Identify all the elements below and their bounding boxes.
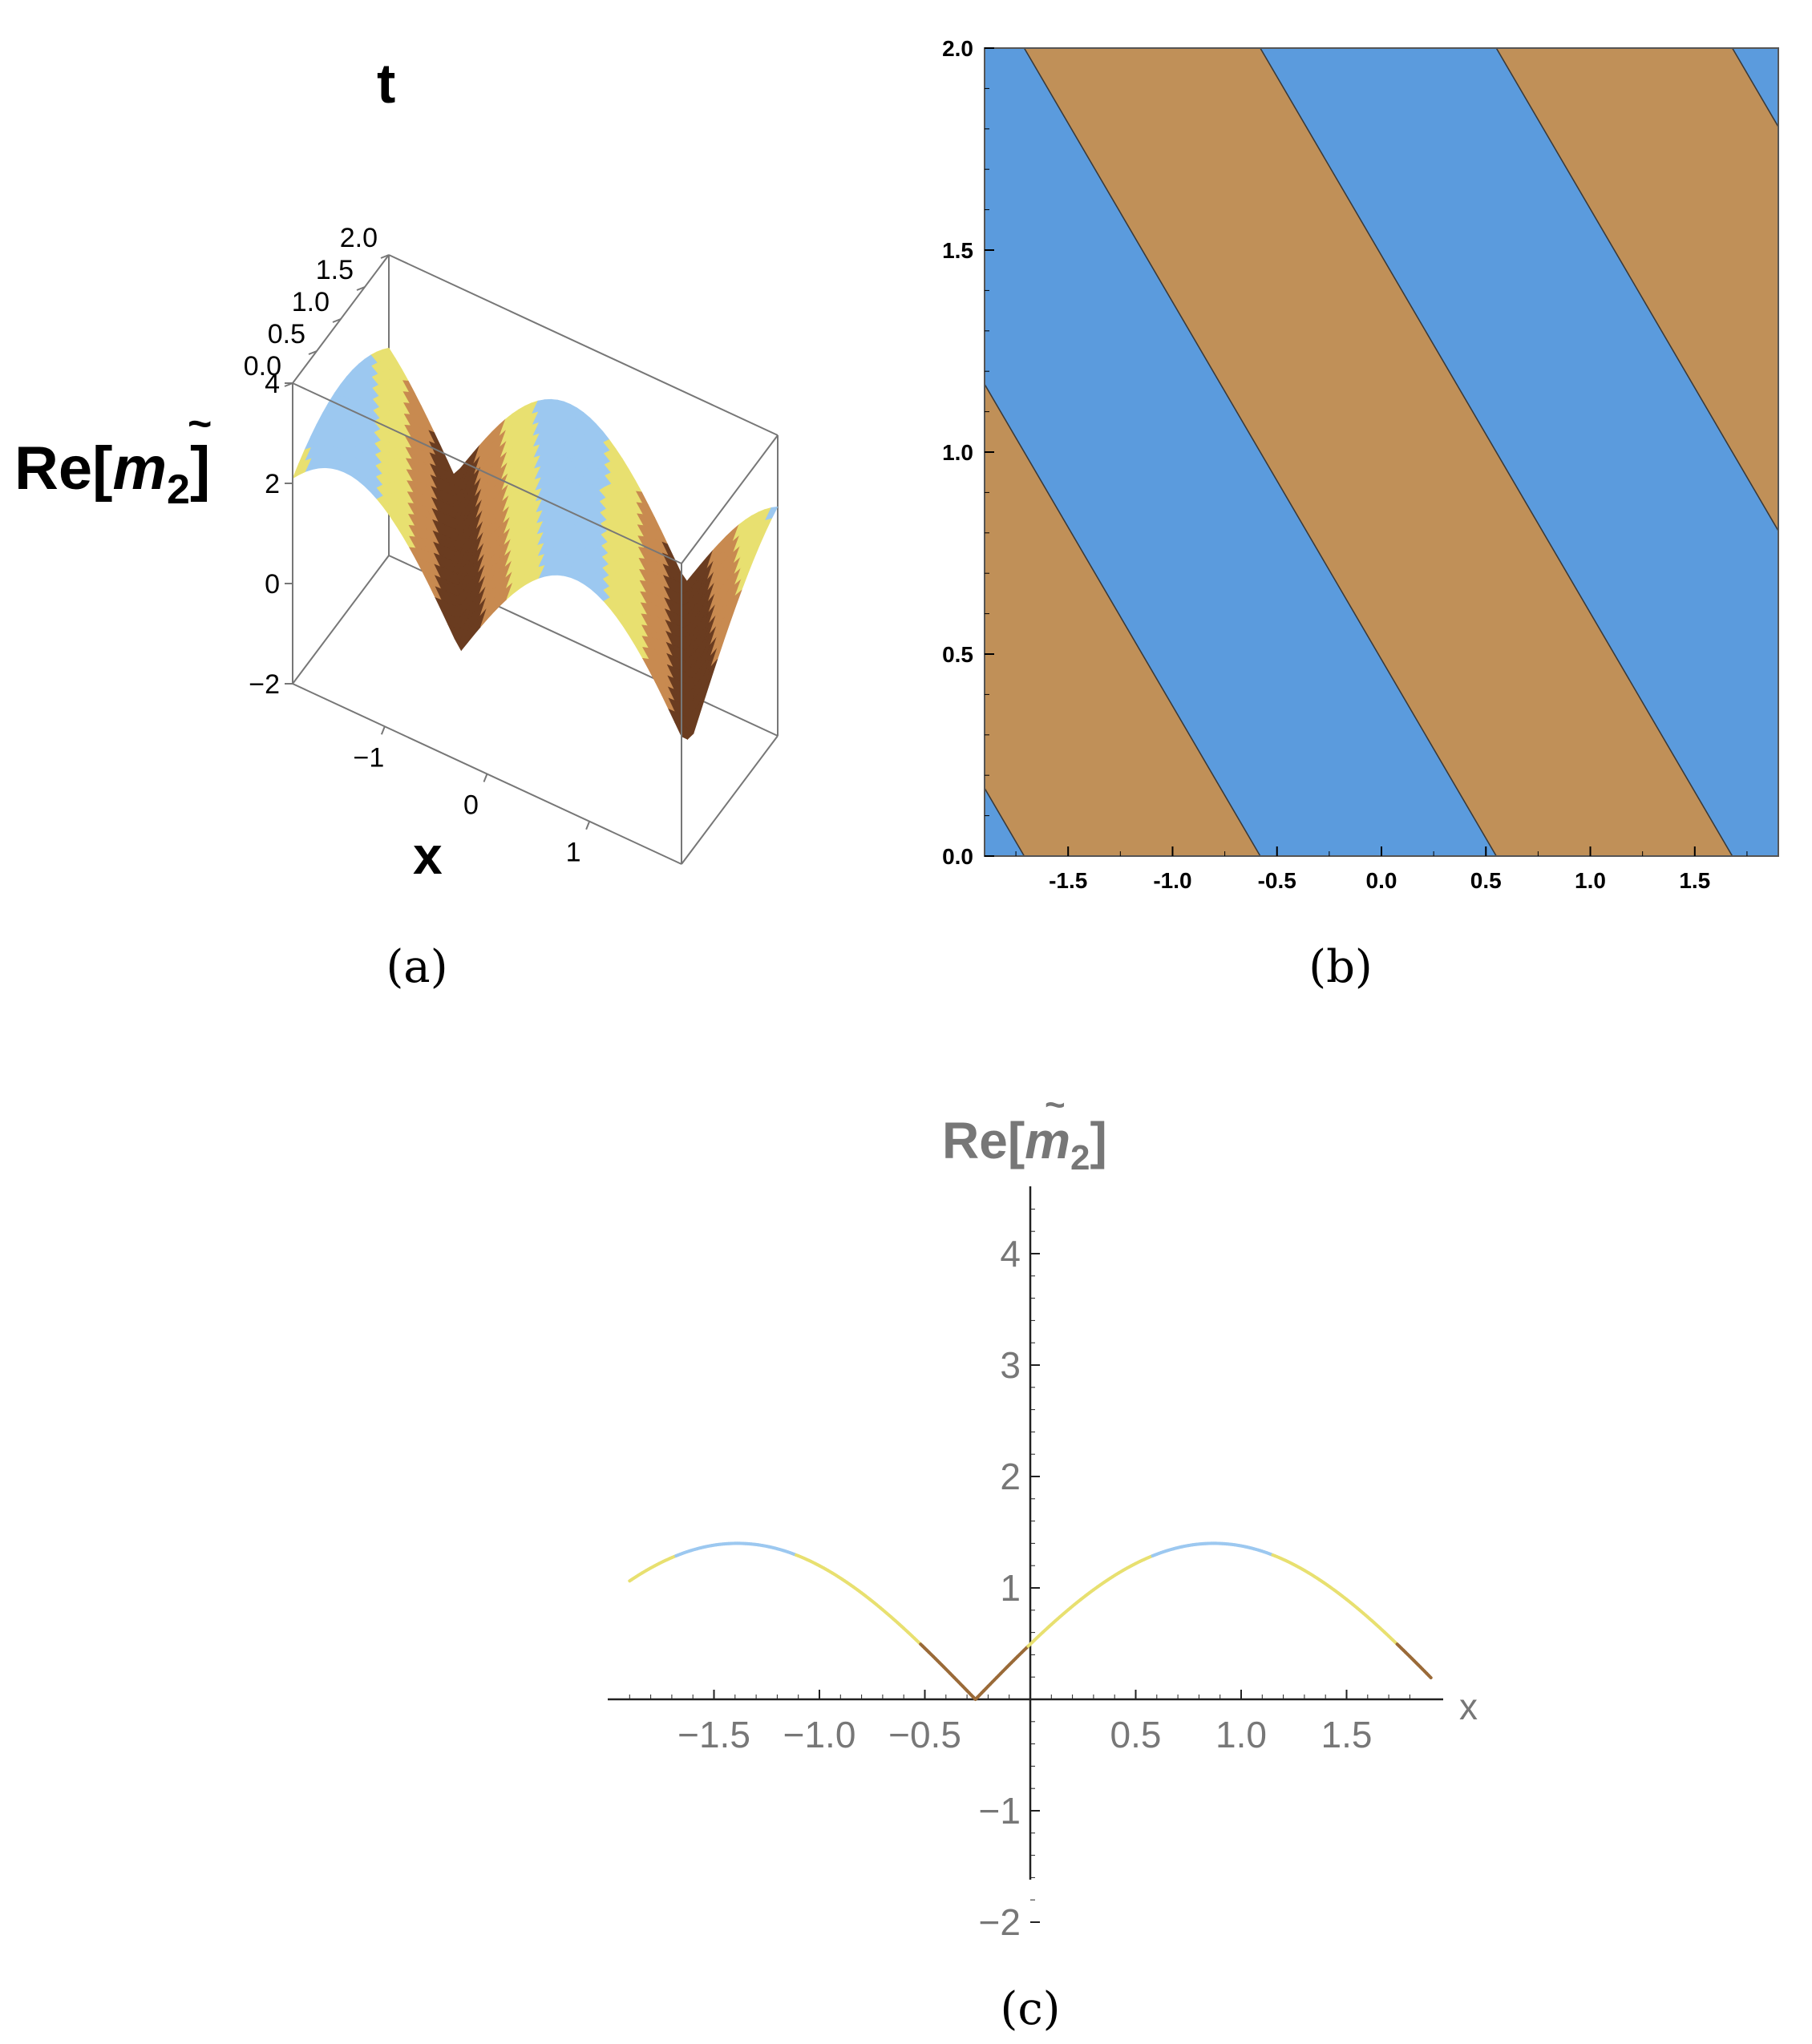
panel-c-y-label-close: ] [1090, 1112, 1107, 1169]
t-tick-mark [380, 254, 390, 259]
series-segment [1427, 1674, 1433, 1680]
panel-a-z-label: Re[m2] ~ [14, 401, 212, 513]
y-tick-label: 1.0 [942, 440, 973, 465]
x-tick-label: 0 [463, 790, 479, 821]
panel-c-y-label: Re[m2] ~ [942, 1085, 1107, 1178]
panel-a-t-label: t [377, 52, 395, 115]
y-tick-label: −1 [979, 1790, 1021, 1832]
panel-b-ticks: -1.5 -1.0 -0.5 0.0 0.5 1.0 1.5 0.0 0.5 1.0 1.5 2.0 [942, 36, 1748, 893]
x-tick-label: 1 [566, 838, 581, 868]
t-tick-mark [356, 286, 366, 291]
panel-a-z-label-sub: 2 [167, 467, 190, 513]
t-tick-label: 1.0 [292, 287, 330, 317]
z-tick-label: 2 [265, 469, 280, 499]
panel-c-y-label-sym: m [1025, 1112, 1070, 1169]
y-tick-label: 1.5 [942, 238, 973, 263]
x-tick-label: 0.5 [1110, 1714, 1162, 1755]
svg-text:Re[m2]: Re[m2] [942, 1112, 1107, 1178]
panel-b-bands [985, 48, 1778, 856]
panel-c-ticks: −1.5 −1.0 −0.5 0.5 1.0 1.5 4 3 2 1 −1 −2 [629, 1208, 1410, 1943]
contour-band [1731, 48, 1778, 128]
y-tick-label: 0.5 [942, 642, 973, 667]
panel-c-caption: (c) [1000, 1983, 1060, 2035]
panel-a-z-label-sym: m [112, 434, 167, 503]
z-tick-label: −2 [249, 669, 280, 700]
x-tick-label: −1.0 [783, 1714, 856, 1755]
box-edge [292, 382, 682, 564]
z-tick-label: 0 [265, 569, 280, 600]
x-tick-label: −0.5 [888, 1714, 961, 1755]
tilde-mark: ~ [188, 401, 212, 447]
y-tick-label: 2 [1000, 1456, 1021, 1497]
x-tick-label: -0.5 [1258, 868, 1296, 893]
panel-c-series-line [628, 1541, 1433, 1701]
y-tick-label: −2 [979, 1901, 1021, 1943]
box-edge [292, 555, 390, 685]
panel-a-tick-labels: 0.00.51.01.52.0 4 2 0 −2 −1 0 1 [244, 223, 591, 868]
panel-a-x-label: x [413, 826, 443, 885]
panel-c-axes [608, 1186, 1443, 1880]
x-tick-label: −1.5 [677, 1714, 750, 1755]
x-tick-label: 1.0 [1215, 1714, 1267, 1755]
box-edge [681, 434, 779, 564]
t-tick-label: 0.0 [244, 351, 281, 382]
contour-band [1260, 48, 1778, 856]
panel-c-y-label-sub: 2 [1070, 1138, 1090, 1178]
z-tick-label: 4 [265, 369, 280, 399]
t-tick-label: 2.0 [340, 223, 378, 253]
t-tick-label: 0.5 [268, 319, 305, 349]
y-tick-label: 4 [1000, 1233, 1021, 1274]
panel-a-z-label-close: ] [190, 434, 210, 503]
y-tick-label: 1 [1000, 1567, 1021, 1609]
panel-a-z-label-main: Re[ [14, 434, 112, 503]
x-tick-label: 0.5 [1470, 868, 1502, 893]
x-tick-mark [483, 774, 488, 782]
box-edge [388, 254, 779, 436]
x-tick-label: 1.5 [1321, 1714, 1373, 1755]
panel-c-y-label-main: Re[ [942, 1112, 1025, 1169]
panel-a-caption: (a) [386, 941, 447, 993]
contour-band [1495, 48, 1778, 532]
panel-b-contour-plot: -1.5 -1.0 -0.5 0.0 0.5 1.0 1.5 0.0 0.5 1.0 1.5 2.0 [942, 36, 1779, 893]
t-tick-label: 1.5 [316, 255, 354, 285]
x-tick-label: 1.5 [1679, 868, 1710, 893]
box-edge [681, 735, 779, 865]
x-tick-mark [585, 821, 591, 830]
t-tick-mark [308, 350, 318, 355]
x-tick-mark [380, 725, 386, 735]
tilde-mark: ~ [1045, 1085, 1066, 1125]
x-tick-label: −1 [353, 742, 384, 773]
y-tick-label: 0.0 [942, 844, 973, 869]
panel-c-x-label: x [1459, 1686, 1478, 1727]
x-tick-label: 1.0 [1575, 868, 1606, 893]
contour-band [985, 48, 1498, 856]
y-tick-label: 3 [1000, 1344, 1021, 1386]
panel-b-caption: (b) [1308, 941, 1373, 993]
contour-band [1023, 48, 1733, 856]
x-tick-label: -1.5 [1049, 868, 1087, 893]
y-tick-label: 2.0 [942, 36, 973, 61]
x-tick-label: -1.0 [1153, 868, 1191, 893]
x-tick-label: 0.0 [1366, 868, 1397, 893]
svg-text:Re[m2]: Re[m2] [14, 434, 210, 513]
t-tick-mark [332, 318, 342, 323]
panel-a-surface [292, 347, 779, 741]
